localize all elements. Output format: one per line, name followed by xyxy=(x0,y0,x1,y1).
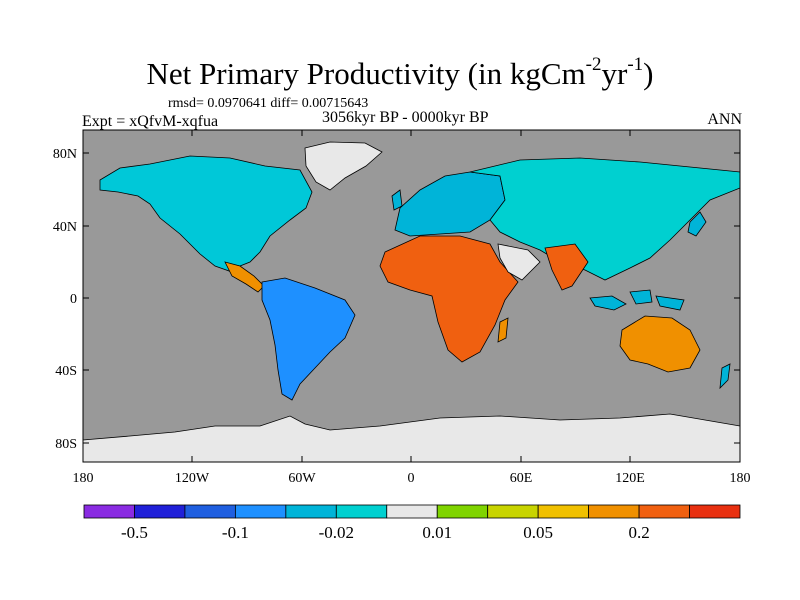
colorbar-swatch xyxy=(386,504,438,519)
lon-label: 60E xyxy=(510,471,533,486)
colorbar-label: 0.05 xyxy=(523,523,553,542)
maritime-southeast-asia xyxy=(589,289,685,311)
period-label: 3056kyr BP - 0000kyr BP xyxy=(322,109,489,126)
africa xyxy=(379,235,519,363)
colorbar-label: 0.2 xyxy=(628,523,649,542)
australia xyxy=(619,315,701,373)
season-label: ANN xyxy=(707,111,742,128)
colorbar: -0.5 -0.1 -0.02 0.01 0.05 0.2 xyxy=(83,504,741,542)
colorbar-swatch xyxy=(134,504,186,519)
lon-label: 180 xyxy=(73,471,94,486)
colorbar-label: -0.1 xyxy=(222,523,249,542)
greenland xyxy=(304,141,383,191)
lat-label: 40S xyxy=(55,364,77,379)
lat-label: 0 xyxy=(70,292,77,307)
colorbar-swatch xyxy=(234,504,287,519)
colorbar-label: 0.01 xyxy=(422,523,452,542)
colorbar-swatch xyxy=(689,504,741,519)
colorbar-swatch xyxy=(285,504,337,519)
colorbar-swatch xyxy=(184,504,236,519)
colorbar-swatch xyxy=(436,504,489,519)
colorbar-swatch xyxy=(588,504,640,519)
lon-label: 180 xyxy=(730,471,751,486)
south-america xyxy=(261,277,356,401)
colorbar-swatch xyxy=(487,504,539,519)
north-america xyxy=(99,155,313,273)
lat-label: 80N xyxy=(53,147,77,162)
antarctica xyxy=(83,413,740,462)
asia xyxy=(469,157,740,281)
colorbar-label: -0.5 xyxy=(121,523,148,542)
rmsd-diff-stats: rmsd= 0.0970641 diff= 0.00715643 xyxy=(168,96,369,111)
lon-label: 120E xyxy=(615,471,645,486)
lat-label: 40N xyxy=(53,220,77,235)
colorbar-label: -0.02 xyxy=(319,523,354,542)
colorbar-swatch xyxy=(335,504,388,519)
longitude-axis: 180 120W 60W 0 60E 120E 180 xyxy=(73,130,751,486)
colorbar-swatch xyxy=(537,504,590,519)
madagascar xyxy=(497,317,509,343)
lon-label: 120W xyxy=(175,471,210,486)
arabian-peninsula xyxy=(497,243,541,281)
japan xyxy=(687,211,707,237)
chart-title: Net Primary Productivity (in kgCm-2yr-1) xyxy=(146,54,654,91)
colorbar-swatch xyxy=(83,504,135,519)
british-isles xyxy=(391,189,403,211)
lon-label: 0 xyxy=(408,471,415,486)
new-zealand xyxy=(719,363,731,390)
central-america xyxy=(224,261,265,293)
colorbar-swatch xyxy=(638,504,690,519)
experiment-label: Expt = xQfvM-xqfua xyxy=(82,113,219,130)
latitude-axis: 80N 40N 0 40S 80S xyxy=(53,147,740,452)
lon-label: 60W xyxy=(288,471,316,486)
indian-subcontinent xyxy=(544,243,589,291)
lat-label: 80S xyxy=(55,437,77,452)
